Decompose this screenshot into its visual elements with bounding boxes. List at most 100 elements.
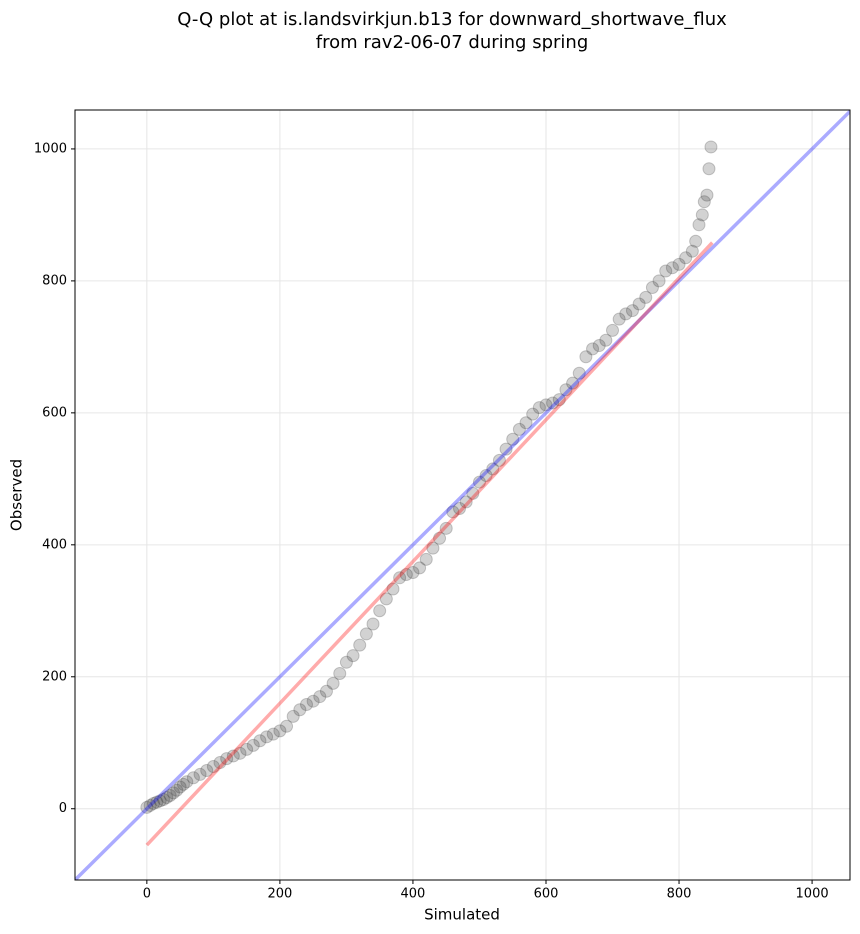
point [519,416,533,430]
point [326,676,340,690]
point [685,244,699,258]
x-tick-label: 200 [267,887,292,902]
point [419,552,433,566]
point [599,333,613,347]
point [472,475,486,489]
chart-subtitle: from rav2-06-07 during spring [316,32,589,53]
point [266,727,280,741]
point [559,383,573,397]
point [512,422,526,436]
point [233,746,247,760]
point [459,495,473,509]
point [532,401,546,415]
x-axis-label: Simulated [424,906,500,924]
point [592,339,606,353]
point [700,188,714,202]
point [319,684,333,698]
point [170,783,184,797]
point [632,297,646,311]
point [359,627,373,641]
point [506,432,520,446]
point [692,218,706,232]
chart-title: Q-Q plot at is.landsvirkjun.b13 for down… [177,9,727,30]
y-tick-label: 1000 [34,141,67,156]
point [479,469,493,483]
point [333,666,347,680]
point [153,794,167,808]
plot-frame [74,109,851,881]
point [697,195,711,209]
point [426,541,440,555]
point [704,140,718,154]
point [492,453,506,467]
x-tick-label: 600 [534,887,559,902]
point [206,760,220,774]
x-tick-label: 0 [143,887,151,902]
y-tick-label: 600 [42,405,67,420]
point [150,795,164,809]
point [619,307,633,321]
point [226,749,240,763]
point [393,571,407,585]
point [572,366,586,380]
point [399,568,413,582]
point [220,752,234,766]
point [166,786,180,800]
point [280,719,294,733]
point [240,742,254,756]
x-tick-label: 1000 [796,887,829,902]
point [439,521,453,535]
point [180,775,194,789]
point [499,442,513,456]
point [665,261,679,275]
point [645,280,659,294]
x-tick-label: 400 [401,887,426,902]
point [306,694,320,708]
point [612,312,626,326]
point [552,393,566,407]
point [193,767,207,781]
point [293,703,307,717]
point [466,486,480,500]
y-axis-label: Observed [8,459,26,531]
point [695,208,709,222]
point [366,617,380,631]
point [386,582,400,596]
point [373,604,387,618]
point [173,780,187,794]
point [672,257,686,271]
point [246,738,260,752]
point [526,407,540,421]
point [379,592,393,606]
point [253,734,267,748]
y-tick-label: 400 [42,537,67,552]
y-tick-label: 200 [42,669,67,684]
point [702,162,716,176]
point [176,777,190,791]
point [146,796,160,810]
point [539,398,553,412]
point [200,763,214,777]
point [140,800,154,814]
reference-line [145,241,714,847]
point [606,323,620,337]
point [353,638,367,652]
point [486,462,500,476]
point [300,697,314,711]
point [659,264,673,278]
point [625,304,639,318]
point [156,793,170,807]
point [339,655,353,669]
point [406,566,420,580]
y-tick-label: 0 [59,801,67,816]
point [143,798,157,812]
point [163,789,177,803]
point [286,709,300,723]
point [160,791,174,805]
point [213,756,227,770]
point [260,730,274,744]
point [652,274,666,288]
point [639,290,653,304]
point [579,350,593,364]
